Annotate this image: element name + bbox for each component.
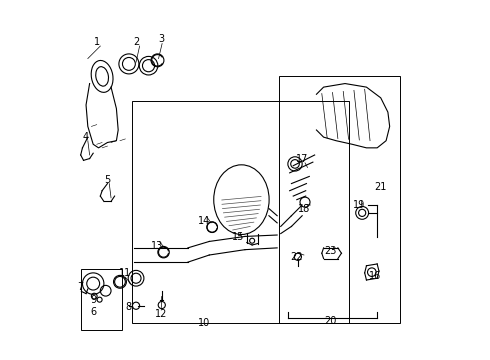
Text: 17: 17 [296, 154, 308, 163]
Text: 2: 2 [133, 37, 139, 48]
Text: 6: 6 [90, 307, 96, 317]
Text: 18: 18 [298, 203, 310, 213]
Text: 23: 23 [324, 247, 337, 256]
Text: 20: 20 [324, 316, 337, 326]
Text: 16: 16 [369, 271, 382, 282]
Text: 8: 8 [126, 302, 132, 312]
Text: 5: 5 [104, 175, 111, 185]
Text: 1: 1 [94, 37, 100, 48]
Text: 21: 21 [374, 182, 387, 192]
Text: 11: 11 [119, 268, 131, 278]
Text: 7: 7 [77, 282, 84, 292]
Text: 19: 19 [353, 200, 366, 210]
Text: 22: 22 [291, 252, 303, 262]
Text: 12: 12 [155, 309, 167, 319]
Text: 13: 13 [151, 241, 164, 251]
Text: 10: 10 [198, 318, 210, 328]
Text: 3: 3 [158, 34, 164, 44]
Bar [132, 102, 348, 323]
Text: 14: 14 [198, 216, 210, 226]
Text: 4: 4 [83, 132, 89, 142]
Text: 15: 15 [232, 232, 244, 242]
Text: 9: 9 [90, 295, 96, 305]
Bar [279, 76, 400, 323]
Bar [81, 269, 122, 330]
